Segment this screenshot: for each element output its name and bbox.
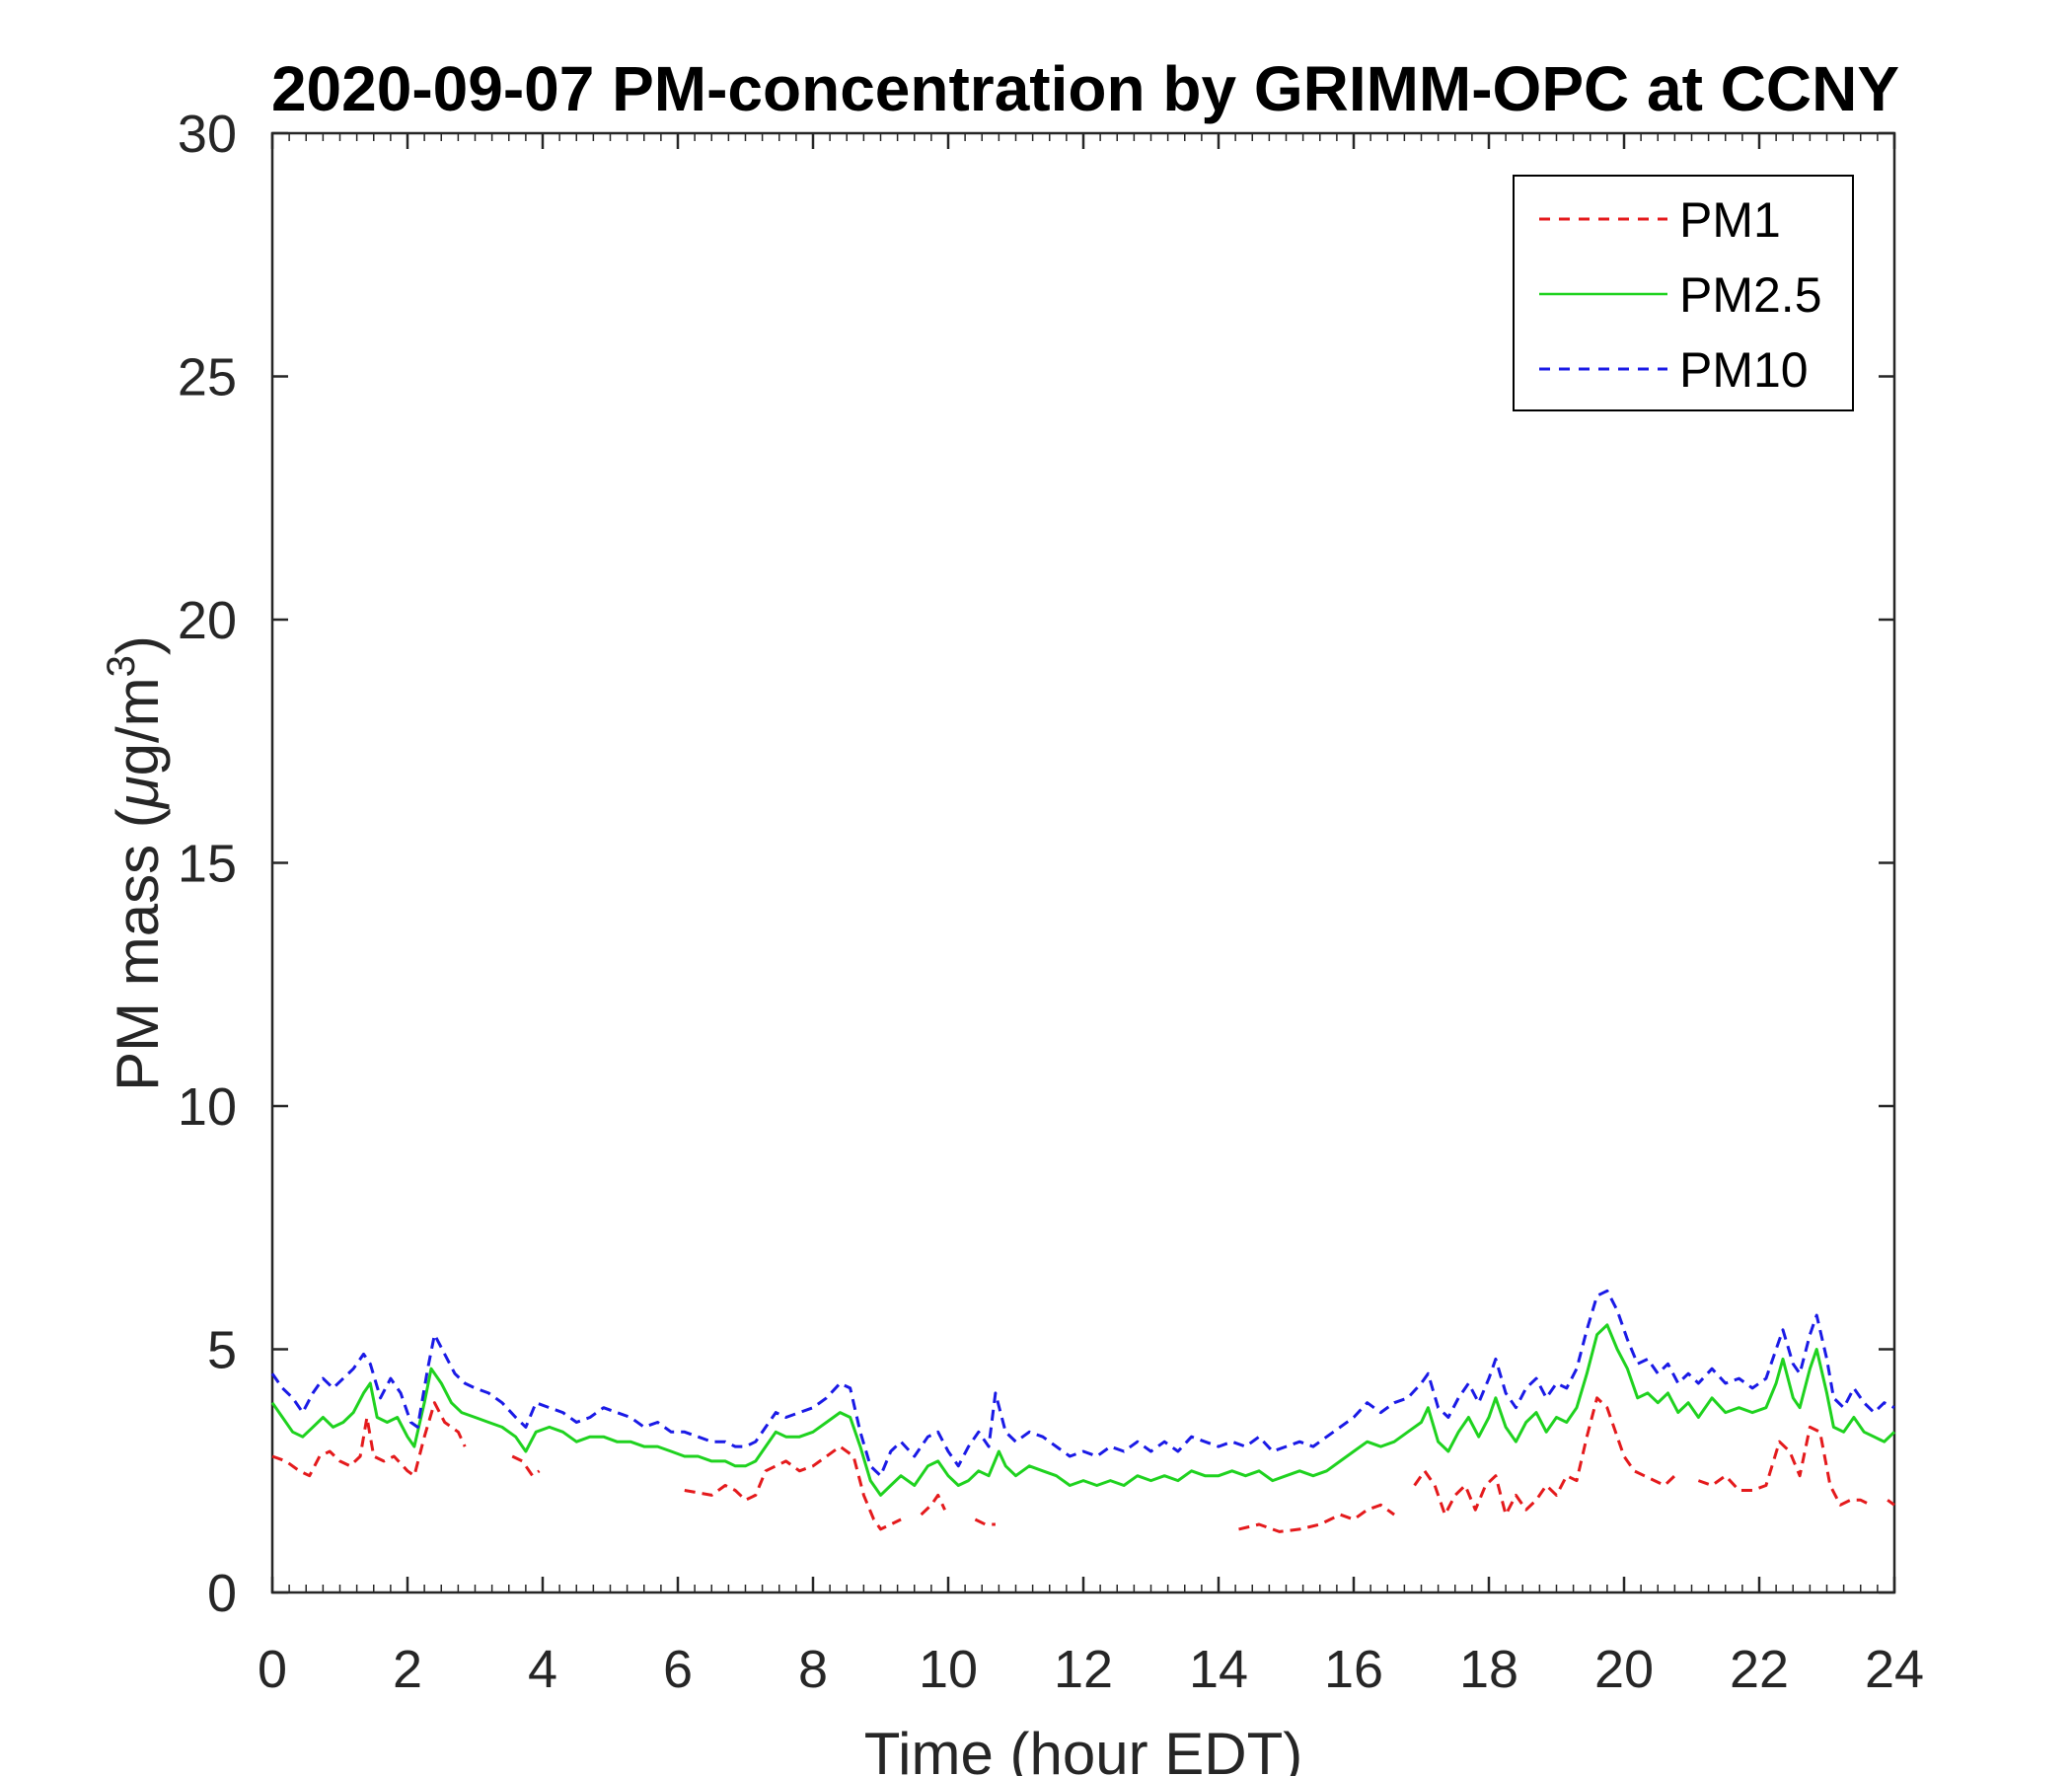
series-line-pm1 [271, 1401, 467, 1478]
series-lines [270, 1289, 1896, 1533]
y-axis-label-prefix: PM mass ( [105, 808, 171, 1091]
x-tick-label: 2 [393, 1640, 422, 1699]
legend-label-pm10: PM10 [1679, 342, 1809, 398]
series-line-pm1 [1238, 1503, 1395, 1533]
x-tick-label: 20 [1594, 1640, 1654, 1699]
series-line-pm1 [511, 1454, 541, 1478]
y-tick-label: 10 [178, 1077, 237, 1137]
legend-label-pm25: PM2.5 [1679, 267, 1822, 323]
x-axis-label: Time (hour EDT) [864, 1721, 1303, 1776]
y-axis-label-unit: g/m [105, 677, 171, 776]
x-tick-label: 6 [663, 1640, 693, 1699]
y-tick-labels: 0 5 10 15 20 25 30 [178, 105, 237, 1623]
series-line-pm1 [1697, 1425, 1872, 1507]
series-line-pm1 [684, 1444, 902, 1531]
x-tick-label: 22 [1730, 1640, 1789, 1699]
x-tick-label: 24 [1865, 1640, 1924, 1699]
series-line-pm25 [270, 1323, 1896, 1497]
x-tick-label: 16 [1324, 1640, 1383, 1699]
major-ticks [270, 131, 1896, 1594]
x-tick-label: 10 [919, 1640, 978, 1699]
y-tick-label: 25 [178, 348, 237, 407]
x-tick-labels: 0 2 4 6 8 10 12 14 16 18 20 22 24 [258, 1640, 1924, 1699]
x-tick-label: 14 [1189, 1640, 1248, 1699]
y-axis-label-suffix: ) [105, 635, 171, 655]
x-tick-label: 4 [528, 1640, 557, 1699]
minor-ticks [288, 133, 1879, 1592]
x-tick-label: 18 [1459, 1640, 1518, 1699]
series-line-pm1 [920, 1493, 946, 1517]
y-tick-label: 30 [178, 105, 237, 164]
x-tick-label: 8 [798, 1640, 828, 1699]
plot-area [270, 131, 1896, 1594]
legend-label-pm1: PM1 [1679, 192, 1781, 248]
series-line-pm1 [974, 1517, 996, 1526]
y-axis-label-superscript: 3 [100, 655, 143, 677]
y-axis-label-mu: μ [105, 776, 171, 810]
series-line-pm1 [1887, 1499, 1895, 1507]
series-line-pm1 [1413, 1396, 1676, 1517]
x-tick-label: 12 [1054, 1640, 1113, 1699]
series-line-pm10 [270, 1289, 1895, 1478]
y-tick-label: 5 [207, 1321, 237, 1380]
y-tick-label: 0 [207, 1564, 237, 1623]
y-tick-label: 15 [178, 835, 237, 894]
legend: PM1 PM2.5 PM10 [1513, 175, 1854, 411]
x-tick-label: 0 [258, 1640, 287, 1699]
chart-title: 2020-09-07 PM-concentration by GRIMM-OPC… [271, 53, 1899, 124]
y-tick-label: 20 [178, 591, 237, 650]
y-axis-label: PM mass (μg/m3) [100, 635, 171, 1091]
